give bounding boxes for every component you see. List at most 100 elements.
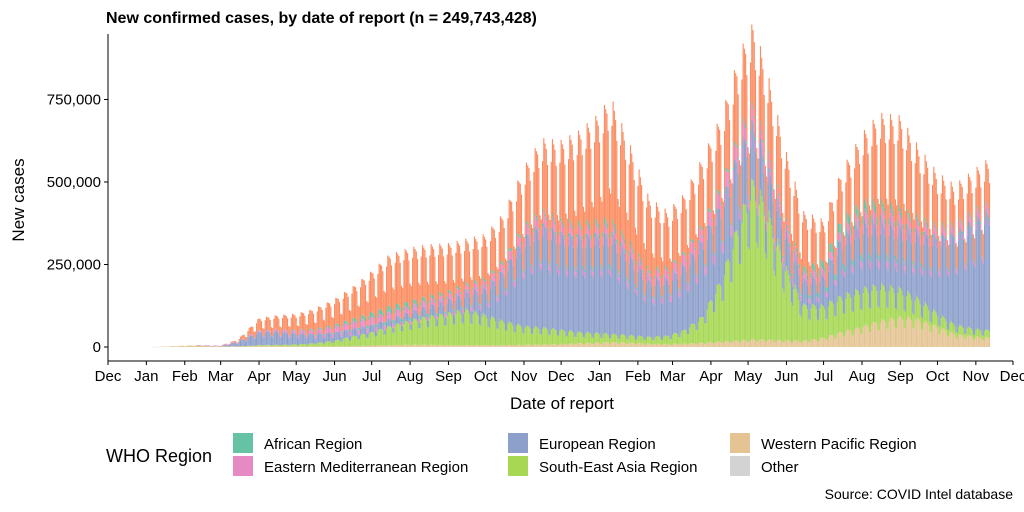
bar-segment [919,322,921,347]
bar-segment [954,204,956,238]
bar-segment [306,324,308,336]
bar-segment [806,309,809,341]
bar-segment [913,314,915,329]
bar-segment [404,301,406,307]
bar-segment [480,306,482,311]
bar-segment [356,323,358,330]
bar-segment [684,343,686,347]
bar-segment [613,239,615,334]
bar-segment [284,332,286,345]
bar-segment [311,334,313,344]
bar-segment [334,341,336,347]
bar-segment [905,319,908,347]
bar-segment [949,332,951,347]
bar-segment [950,331,952,347]
bar-segment [608,263,610,268]
bar-segment [534,216,536,227]
bar-segment [670,345,672,347]
bar-segment [743,124,745,140]
bar-segment [527,235,529,327]
bar-segment [877,306,879,330]
bar-segment [983,219,986,226]
bar-segment [364,321,367,329]
bar-segment [769,218,771,340]
bar-segment [955,338,957,347]
bar-segment [560,221,562,232]
bar-segment [714,264,716,313]
bar-segment [496,266,498,295]
bar-segment [832,257,835,264]
bar-segment [434,299,436,303]
bar-segment [903,327,905,347]
bar-segment [376,327,378,332]
bar-segment [896,271,898,310]
bar-segment [691,323,693,344]
bar-segment [341,331,343,333]
bar-segment [232,341,234,343]
bar-segment [590,343,592,347]
bar-segment [919,236,921,246]
bar-segment [731,237,733,283]
bar-segment [953,191,955,228]
bar-segment [805,280,807,306]
bar-segment [426,316,429,321]
bar-segment [529,234,531,237]
bar-segment [283,329,285,332]
bar-segment [621,244,623,335]
bar-segment [399,318,401,326]
bar-segment [717,208,719,285]
bar-segment [712,210,714,252]
bar-segment [834,315,836,339]
bar-segment [736,145,738,148]
bar-segment [270,345,273,347]
bar-segment [819,282,821,309]
bar-segment [542,235,544,330]
bar-segment [357,329,359,335]
bar-segment [264,320,266,332]
bar-segment [622,342,624,347]
bar-segment [382,317,384,324]
bar-segment [376,336,378,346]
bar-segment [483,278,485,281]
bar-segment [475,239,477,281]
bar-segment [544,344,546,347]
bar-segment [939,241,941,271]
bar-segment [761,133,763,147]
bar-segment [636,295,638,340]
bar-segment [241,335,243,339]
bar-segment [674,206,676,261]
bar-segment [236,343,238,347]
bar-segment [342,326,344,332]
bar-segment [561,234,563,330]
bar-segment [383,321,385,325]
bar-segment [627,280,629,284]
bar-segment [311,329,313,331]
bar-segment [901,212,903,219]
bar-segment [374,331,377,337]
bar-segment [488,303,490,308]
bar-segment [710,226,712,301]
bar-segment [662,261,664,298]
bar-segment [844,336,846,347]
bar-segment [378,263,380,309]
bar-segment [392,323,394,328]
bar-segment [301,312,303,330]
bar-segment [352,320,354,329]
bar-segment [244,340,247,342]
bar-segment [931,326,934,347]
bar-segment [342,331,344,340]
bar-segment [610,270,612,277]
bar-segment [985,202,987,210]
bar-segment [442,300,445,306]
bar-segment [520,194,523,243]
bar-segment [530,224,533,265]
bar-segment [519,246,521,326]
bar-segment [726,102,728,169]
bar-segment [845,298,847,332]
bar-segment [650,217,653,278]
bar-segment [525,233,528,326]
bar-segment [618,339,620,345]
bar-segment [228,344,230,347]
bar-segment [794,181,796,242]
bar-segment [407,302,409,308]
